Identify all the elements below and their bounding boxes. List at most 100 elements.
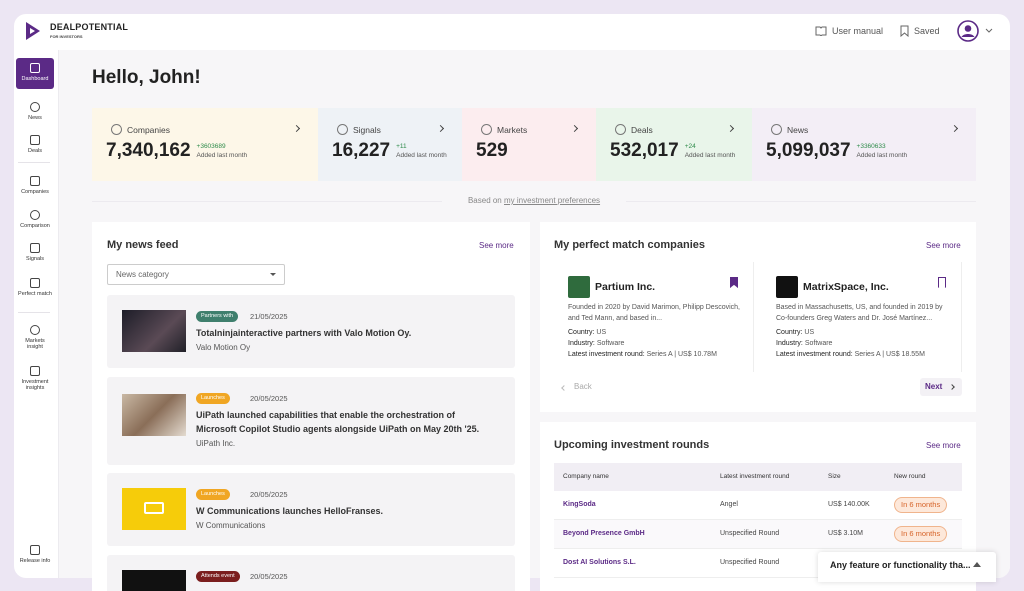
pref-line-left <box>92 201 442 202</box>
stat-row: 16,227 +11 Added last month <box>332 140 447 162</box>
stat-row: 7,340,162 +3603689 Added last month <box>106 140 247 162</box>
news-item[interactable]: Launches 20/05/2025 W Communications launc… <box>107 473 515 546</box>
round-pill: In 6 months <box>894 526 948 542</box>
table-row: Beyond Presence GmbH Unspecified Round US$… <box>554 520 962 549</box>
sidebar-icon <box>30 135 40 145</box>
company-card[interactable]: Partium Inc. Founded in 2020 by David Mar… <box>554 262 754 372</box>
sidebar-item[interactable]: Markets insight <box>16 320 54 354</box>
stat-delta: +3603689 <box>196 143 226 150</box>
sidebar-item[interactable]: Signals <box>16 238 54 272</box>
company-description: Based in Massachusetts, US, and founded … <box>776 304 943 322</box>
news-image <box>122 570 186 591</box>
sidebar-label: Deals <box>27 148 43 154</box>
sidebar-item[interactable]: Comparison <box>16 205 54 239</box>
stat-card[interactable]: Signals 16,227 +11 Added last month <box>318 108 462 181</box>
sidebar-item[interactable]: Deals <box>16 130 54 164</box>
stat-icon <box>481 124 492 135</box>
sidebar-label: Signals <box>25 256 45 262</box>
stat-icon <box>337 124 348 135</box>
greeting: Hello, John! <box>92 67 201 88</box>
perfect-match-panel: My perfect match companies See more Partiu… <box>540 222 976 412</box>
saved[interactable]: Saved <box>914 26 940 36</box>
stat-card[interactable]: Deals 532,017 +24 Added last month <box>596 108 752 181</box>
company-link[interactable]: Dost AI Solutions S.L. <box>563 559 636 566</box>
pref-link[interactable]: my investment preferences <box>504 196 601 205</box>
chat-popup[interactable]: Any feature or functionality tha... <box>818 552 996 582</box>
sidebar-icon <box>30 210 40 220</box>
avatar-chevron[interactable] <box>985 28 993 34</box>
stat-chevron <box>292 124 301 133</box>
sidebar-label: Perfect match <box>18 291 52 297</box>
user-manual[interactable]: User manual <box>832 26 884 36</box>
stat-label: News <box>787 125 809 135</box>
sidebar-item[interactable]: Release info <box>16 540 54 574</box>
stat-note: Added last month <box>196 152 248 159</box>
logo <box>26 22 40 40</box>
table-header: Company name Latest investment round Size N… <box>554 463 962 491</box>
stat-row: 5,099,037 +3360633 Added last month <box>766 140 907 162</box>
stat-delta: +11 <box>396 143 407 150</box>
sidebar-item[interactable]: Perfect match <box>16 273 54 307</box>
stat-delta-block: +11 Added last month <box>396 143 447 159</box>
field-label: Latest investment round: <box>568 351 645 358</box>
stat-card[interactable]: News 5,099,037 +3360633 Added last month <box>752 108 976 181</box>
field-value: Series A | US$ 18.55M <box>854 351 925 358</box>
stat-value: 16,227 <box>332 140 391 161</box>
company-logo <box>776 276 798 298</box>
table-row: KingSoda Angel US$ 140.00K In 6 months <box>554 491 962 520</box>
news-item[interactable]: Launches 20/05/2025 UiPath launched capabi… <box>107 377 515 465</box>
table-cell: Unspecified Round <box>720 559 780 566</box>
avatar[interactable] <box>957 20 979 42</box>
stat-delta-block: +3603689 Added last month <box>197 143 248 159</box>
field-value: US <box>804 329 815 336</box>
company-name: MatrixSpace, Inc. <box>803 281 889 293</box>
stat-delta-block: +24 Added last month <box>685 143 736 159</box>
company-name: Partium Inc. <box>595 281 656 293</box>
news-image-mark <box>144 502 164 514</box>
table-cell: US$ 140.00K <box>828 501 870 508</box>
column-header: Size <box>828 473 841 480</box>
stat-card[interactable]: Markets 529 <box>462 108 596 181</box>
sidebar-item[interactable]: Dashboard <box>16 58 54 89</box>
company-link[interactable]: KingSoda <box>563 501 596 508</box>
column-header: Company name <box>563 473 609 480</box>
sidebar-item[interactable]: Investment insights <box>16 361 54 395</box>
back-button[interactable]: Back <box>574 382 592 391</box>
panel-title: My news feed <box>107 239 179 251</box>
sidebar-item[interactable]: Companies <box>16 171 54 205</box>
news-filter[interactable]: News category <box>107 264 285 285</box>
news-company: W Communications <box>196 521 266 530</box>
news-company: UiPath Inc. <box>196 439 236 448</box>
see-more[interactable]: See more <box>926 241 961 250</box>
company-link[interactable]: Beyond Presence GmbH <box>563 530 645 537</box>
news-date: 20/05/2025 <box>250 572 288 581</box>
company-country: Country: US <box>776 329 814 336</box>
news-item[interactable]: Partners with 21/05/2025 Totalninjainterac… <box>107 295 515 368</box>
stat-card[interactable]: Companies 7,340,162 +3603689 Added last mon… <box>92 108 318 181</box>
see-more[interactable]: See more <box>479 241 514 250</box>
stat-chevron <box>570 124 579 133</box>
next-button[interactable]: Next <box>920 378 962 396</box>
company-country: Country: US <box>568 329 606 336</box>
stat-value: 529 <box>476 140 508 161</box>
field-value: Series A | US$ 10.78M <box>646 351 717 358</box>
sidebar-item[interactable]: News <box>16 97 54 131</box>
sidebar-icon <box>30 176 40 186</box>
field-label: Latest investment round: <box>776 351 853 358</box>
field-value: US <box>596 329 607 336</box>
column-header: Latest investment round <box>720 473 790 480</box>
news-image <box>122 488 186 530</box>
stat-delta: +24 <box>684 143 696 150</box>
sidebar-border <box>58 50 59 578</box>
company-bookmark[interactable] <box>730 277 738 288</box>
column-header: New round <box>894 473 926 480</box>
company-card[interactable]: MatrixSpace, Inc. Based in Massachusetts,… <box>762 262 962 372</box>
company-bookmark[interactable] <box>938 277 946 288</box>
filter-label: News category <box>116 270 169 279</box>
see-more[interactable]: See more <box>926 441 961 450</box>
field-label: Industry: <box>568 340 595 347</box>
news-item[interactable]: Attends event 20/05/2025 <box>107 555 515 591</box>
sidebar-label: Dashboard <box>21 76 49 82</box>
stat-delta-block: +3360633 Added last month <box>857 143 908 159</box>
